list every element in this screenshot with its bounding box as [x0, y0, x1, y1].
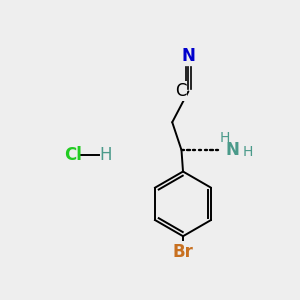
- Text: N: N: [182, 47, 195, 65]
- Text: H: H: [219, 130, 230, 145]
- Text: C: C: [175, 82, 187, 100]
- Text: H: H: [100, 146, 112, 164]
- Text: Br: Br: [172, 243, 194, 261]
- Text: N: N: [225, 141, 239, 159]
- Text: H: H: [242, 145, 253, 159]
- Text: Cl: Cl: [64, 146, 82, 164]
